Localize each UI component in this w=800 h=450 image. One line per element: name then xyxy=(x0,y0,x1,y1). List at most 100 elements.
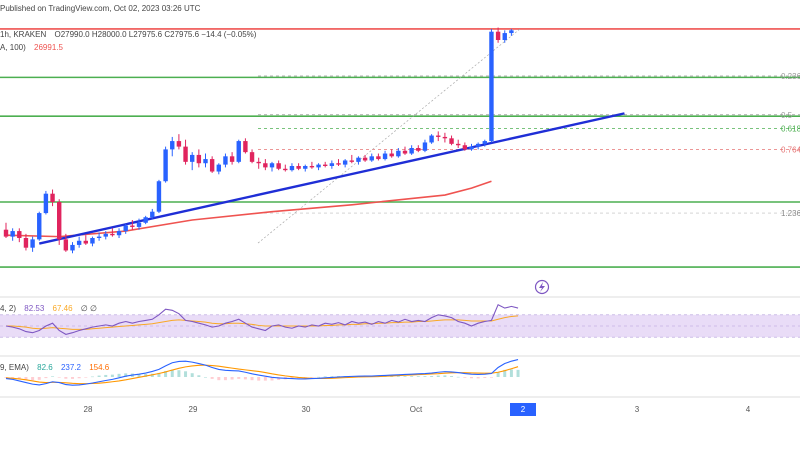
candle-body xyxy=(170,141,175,150)
macd-histogram-bar xyxy=(237,377,241,379)
macd-histogram-bar xyxy=(230,377,234,380)
candle-body xyxy=(462,145,468,150)
candle-body xyxy=(376,156,381,160)
x-tick-label: 4 xyxy=(746,405,751,414)
candle-body xyxy=(456,143,461,146)
price-pane[interactable]: 0.236 0.5 0.618 0.764 1.236 xyxy=(0,27,800,398)
macd-histogram-bar xyxy=(443,375,447,377)
macd-header: 9, EMA) 82.6 237.2 154.6 xyxy=(0,363,109,372)
macd-value-1: 82.6 xyxy=(37,363,53,372)
candle-body xyxy=(143,217,148,223)
macd-histogram-bar xyxy=(456,376,460,378)
rsi-header: 4, 2) 82.53 67.46 ∅ ∅ xyxy=(0,304,97,313)
candle-body xyxy=(136,222,142,227)
macd-histogram-bar xyxy=(124,373,128,377)
macd-histogram-bar xyxy=(197,375,201,377)
macd-histogram-bar xyxy=(489,377,493,378)
macd-histogram-bar xyxy=(463,377,467,378)
candle-body xyxy=(422,142,428,151)
candle-body xyxy=(110,233,115,236)
macd-histogram-bar xyxy=(396,376,400,377)
candle-body xyxy=(70,244,75,251)
fib-label: 0.236 xyxy=(781,72,800,81)
candle-body xyxy=(269,163,275,168)
candle-body xyxy=(495,31,501,40)
candle-body xyxy=(23,238,29,248)
x-tick-label: 2 xyxy=(521,405,526,414)
ma-label: A, 100) xyxy=(0,43,26,52)
candle-body xyxy=(489,31,494,142)
candle-body xyxy=(196,154,202,164)
candle-body xyxy=(50,193,55,202)
candle-body xyxy=(63,239,69,251)
macd-histogram-bar xyxy=(104,374,108,377)
macd-histogram-bar xyxy=(24,377,28,380)
candle-body xyxy=(349,160,354,162)
candle-body xyxy=(442,136,448,139)
macd-histogram-bar xyxy=(37,377,41,380)
candle-body xyxy=(223,156,228,165)
candle-body xyxy=(329,163,335,166)
macd-histogram-bar xyxy=(450,376,454,377)
candle-body xyxy=(276,163,281,169)
macd-histogram-bar xyxy=(217,377,221,381)
macd-histogram-bar xyxy=(263,377,267,381)
macd-histogram-bar xyxy=(509,369,513,377)
symbol-label: 1h, KRAKEN xyxy=(0,30,47,39)
macd-histogram-bar xyxy=(117,373,121,377)
candle-body xyxy=(216,164,221,172)
macd-histogram-bar xyxy=(31,377,35,381)
macd-histogram-bar xyxy=(97,375,101,377)
macd-histogram-bar xyxy=(51,376,55,377)
macd-histogram-bar xyxy=(416,376,420,377)
candle-body xyxy=(316,164,321,168)
x-tick-label: 3 xyxy=(635,405,640,414)
rsi-line xyxy=(5,303,519,335)
candle-body xyxy=(416,148,421,151)
candle-body xyxy=(3,229,9,237)
candle-body xyxy=(203,159,208,164)
candle-body xyxy=(30,239,35,248)
x-tick-label: 30 xyxy=(302,405,311,414)
fib-label: 1.236 xyxy=(781,209,800,218)
ma-value: 26991.5 xyxy=(34,43,63,52)
candle-body xyxy=(449,138,454,144)
macd-histogram-bar xyxy=(516,369,520,377)
candle-body xyxy=(256,161,261,164)
lightning-icon-glyph xyxy=(539,282,545,292)
rsi-pane xyxy=(0,303,800,338)
ma-line: A, 100) 26991.5 xyxy=(0,43,63,52)
macd-histogram-bar xyxy=(4,377,8,378)
candle-body xyxy=(509,30,514,34)
macd-histogram-bar xyxy=(270,377,274,381)
candle-body xyxy=(482,141,487,144)
macd-histogram-bar xyxy=(90,376,94,378)
candle-body xyxy=(362,157,368,161)
macd-histogram-bar xyxy=(44,377,48,379)
ma-100-line xyxy=(5,180,492,238)
candle-body xyxy=(190,154,195,162)
candle-body xyxy=(183,146,188,162)
rsi-value-2: 67.46 xyxy=(52,304,73,313)
rsi-signal-line xyxy=(6,315,519,330)
macd-histogram-bar xyxy=(436,375,440,377)
ohlc-values: O27990.0 H28000.0 L27975.6 C27975.6 −14.… xyxy=(54,30,257,39)
candle-body xyxy=(436,135,441,137)
candle-body xyxy=(356,157,361,162)
candle-body xyxy=(123,225,128,232)
fib-label: 0.764 xyxy=(781,145,800,154)
candle-body xyxy=(229,156,235,162)
x-axis-cursor-marker xyxy=(510,403,536,416)
candle-body xyxy=(83,240,88,244)
macd-histogram-bar xyxy=(277,377,281,381)
macd-histogram-bar xyxy=(77,377,81,379)
candle-body xyxy=(236,141,241,162)
x-tick-label: 28 xyxy=(84,405,93,414)
candle-body xyxy=(402,150,408,154)
macd-value-2: 237.2 xyxy=(60,363,81,372)
candle-body xyxy=(90,238,95,244)
candle-body xyxy=(323,164,328,166)
candle-body xyxy=(289,166,295,171)
macd-histogram-bar xyxy=(496,372,500,377)
